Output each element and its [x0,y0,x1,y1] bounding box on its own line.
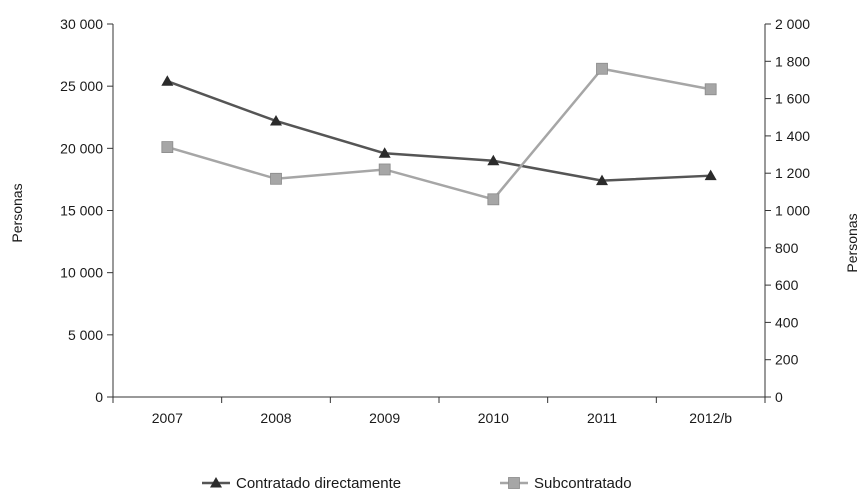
data-point-subcontratado [596,62,608,75]
data-point-subcontratado [487,193,500,206]
y-right-tick-label: 200 [775,352,799,368]
x-tick-label: 2010 [478,410,509,426]
y-right-tick-label: 1 000 [775,203,810,219]
y-right-tick-label: 1 400 [775,128,810,144]
legend-marker-contratado-directamente [210,477,222,488]
x-tick-label: 2012/b [689,410,732,426]
y-right-tick-label: 1 800 [775,53,810,69]
y-left-tick-label: 20 000 [60,140,103,156]
x-tick-label: 2009 [369,410,400,426]
x-tick-label: 2008 [260,410,291,426]
legend-label-subcontratado: Subcontratado [534,475,632,492]
y-right-tick-label: 2 000 [775,16,810,32]
x-tick-label: 2011 [587,410,617,426]
series-line-subcontratado [166,67,711,201]
y-left-tick-label: 0 [95,389,103,405]
y-left-tick-label: 10 000 [60,265,103,281]
data-point-contratado-directamente [270,114,282,126]
data-point-subcontratado [704,83,717,96]
y-left-tick-label: 15 000 [60,203,103,219]
data-point-contratado-directamente [378,147,391,158]
y-right-tick-label: 0 [775,389,783,405]
y-right-tick-label: 600 [775,277,799,293]
y-left-tick-label: 30 000 [60,16,103,32]
y-right-tick-label: 400 [775,314,799,330]
series-line-contratado-directamente [166,80,711,182]
data-point-subcontratado [161,141,174,153]
data-point-contratado-directamente [161,75,174,86]
data-point-subcontratado [270,172,282,185]
x-tick-label: 2007 [152,410,183,426]
y-right-axis-title: Personas [844,213,860,272]
legend-marker-subcontratado [508,477,520,489]
legend-label-contratado-directamente: Contratado directamente [236,475,401,492]
y-right-tick-label: 800 [775,240,799,256]
data-point-contratado-directamente [596,174,608,186]
y-right-tick-label: 1 200 [775,165,810,181]
data-point-contratado-directamente [487,154,500,166]
y-left-axis-title: Personas [9,183,25,242]
data-point-subcontratado [378,163,391,176]
data-point-contratado-directamente [704,169,717,181]
y-left-tick-label: 25 000 [60,78,103,94]
y-left-tick-label: 5 000 [68,327,103,343]
y-right-tick-label: 1 600 [775,91,810,107]
